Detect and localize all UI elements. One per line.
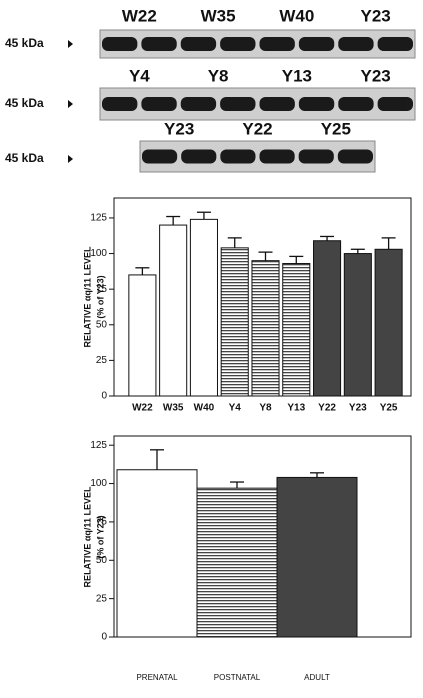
lane-label: Y23 bbox=[361, 6, 391, 25]
lane-label: Y22 bbox=[242, 119, 272, 138]
y-tick-label: 50 bbox=[96, 319, 108, 330]
size-marker: 45 kDa bbox=[5, 96, 44, 110]
bar bbox=[190, 219, 217, 396]
x-tick-label: POSTNATAL bbox=[214, 673, 261, 682]
x-tick-label: W40 bbox=[194, 403, 215, 414]
blot-band bbox=[220, 150, 255, 164]
marker-arrow bbox=[68, 155, 73, 163]
blot-band bbox=[338, 97, 373, 111]
blot-band bbox=[338, 150, 373, 164]
lane-label: W40 bbox=[279, 6, 314, 25]
y-axis-label: RELATIVE αq/11 LEVEL bbox=[82, 486, 92, 587]
x-tick-label: PRENATAL bbox=[136, 673, 178, 682]
lane-label: Y13 bbox=[282, 66, 312, 85]
bar bbox=[117, 470, 197, 637]
blot-band bbox=[181, 97, 216, 111]
lane-label: Y8 bbox=[208, 66, 229, 85]
y-axis-label: RELATIVE αq/11 LEVEL bbox=[82, 246, 92, 347]
size-marker: 45 kDa bbox=[5, 151, 44, 165]
y-tick-label: 0 bbox=[101, 391, 107, 402]
bar bbox=[344, 254, 371, 396]
blot-band bbox=[141, 37, 176, 51]
x-tick-label: W35 bbox=[163, 403, 184, 414]
y-tick-label: 100 bbox=[90, 248, 107, 259]
blot-band bbox=[181, 37, 216, 51]
bar bbox=[314, 241, 341, 396]
lane-label: Y23 bbox=[361, 66, 391, 85]
marker-arrow bbox=[68, 100, 73, 108]
blot-band bbox=[299, 150, 334, 164]
x-tick-label: Y25 bbox=[380, 403, 398, 414]
bar bbox=[197, 488, 277, 637]
blot-band bbox=[338, 37, 373, 51]
x-tick-label: ADULT bbox=[304, 673, 330, 682]
bar bbox=[375, 249, 402, 396]
blot-band bbox=[378, 97, 413, 111]
bar bbox=[160, 225, 187, 396]
y-tick-label: 100 bbox=[90, 478, 107, 489]
lane-label: W22 bbox=[122, 6, 157, 25]
blot-band bbox=[102, 97, 137, 111]
blot-band bbox=[260, 37, 295, 51]
x-tick-label: Y23 bbox=[349, 403, 367, 414]
y-tick-label: 125 bbox=[90, 213, 107, 224]
y-axis-sublabel: (% of Y23) bbox=[95, 275, 105, 318]
y-tick-label: 0 bbox=[101, 632, 107, 643]
bar bbox=[129, 275, 156, 396]
marker-arrow bbox=[68, 40, 73, 48]
blot-band bbox=[220, 37, 255, 51]
x-tick-label: Y13 bbox=[287, 403, 305, 414]
y-tick-label: 125 bbox=[90, 440, 107, 451]
x-tick-label: Y22 bbox=[318, 403, 336, 414]
lane-label: Y23 bbox=[164, 119, 194, 138]
blot-band bbox=[299, 37, 334, 51]
blot-band bbox=[260, 97, 295, 111]
x-tick-label: Y4 bbox=[229, 403, 242, 414]
lane-label: W35 bbox=[201, 6, 236, 25]
blot-band bbox=[102, 37, 137, 51]
y-tick-label: 25 bbox=[96, 593, 108, 604]
blot-band bbox=[142, 150, 177, 164]
bar bbox=[221, 248, 248, 396]
blot-band bbox=[260, 150, 295, 164]
lane-label: Y25 bbox=[321, 119, 351, 138]
bar bbox=[283, 264, 310, 396]
y-tick-label: 25 bbox=[96, 355, 108, 366]
lane-label: Y4 bbox=[129, 66, 150, 85]
x-tick-label: W22 bbox=[132, 403, 153, 414]
blot-band bbox=[299, 97, 334, 111]
blot-band bbox=[220, 97, 255, 111]
blot-band bbox=[378, 37, 413, 51]
blot-band bbox=[181, 150, 216, 164]
bar bbox=[252, 261, 279, 396]
y-axis-sublabel: (% of Y23) bbox=[95, 515, 105, 558]
figure: 45 kDa W22 W35 W40 Y23 45 kDa Y4 Y8 Y13 Y23 45 kDa… bbox=[0, 0, 423, 698]
bar bbox=[277, 477, 357, 637]
x-tick-label: Y8 bbox=[259, 403, 272, 414]
blot-band bbox=[141, 97, 176, 111]
size-marker: 45 kDa bbox=[5, 36, 44, 50]
